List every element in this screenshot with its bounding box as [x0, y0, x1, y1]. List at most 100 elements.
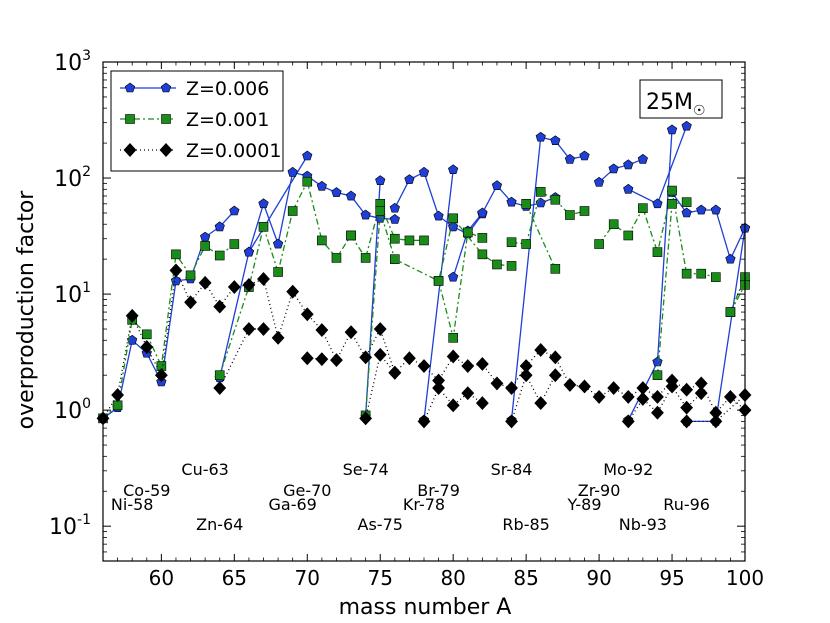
data-point — [331, 253, 342, 263]
data-point — [448, 164, 459, 174]
data-point — [521, 239, 531, 249]
series-line — [102, 243, 235, 419]
element-label: Zn-64 — [196, 515, 243, 534]
data-point — [506, 196, 517, 207]
data-point — [550, 194, 561, 205]
data-point — [475, 396, 489, 411]
data-point — [287, 206, 298, 216]
data-point — [519, 368, 533, 383]
data-point — [637, 153, 648, 164]
data-point — [505, 414, 518, 429]
data-point — [696, 268, 707, 279]
data-point — [652, 356, 663, 367]
data-point — [681, 120, 692, 131]
data-point — [534, 343, 548, 357]
data-point — [316, 180, 327, 191]
x-tick-label: 65 — [222, 566, 247, 590]
legend-entry: Z=0.006 — [120, 78, 269, 100]
data-point — [621, 414, 635, 429]
data-point — [725, 307, 736, 317]
data-point — [317, 235, 327, 246]
data-point — [141, 329, 152, 340]
data-point — [665, 379, 679, 394]
y-tick-label: 103 — [54, 48, 91, 76]
data-point — [257, 322, 270, 336]
x-tick-label: 60 — [149, 566, 174, 590]
data-point — [667, 198, 677, 209]
data-point — [373, 347, 387, 362]
y-tick-label: 100 — [54, 396, 91, 424]
data-point — [550, 264, 561, 274]
data-point — [666, 124, 678, 135]
data-point — [651, 405, 664, 420]
data-point — [214, 221, 225, 232]
data-point — [125, 308, 139, 323]
data-point — [359, 350, 373, 365]
data-point — [272, 238, 284, 249]
data-point — [710, 204, 721, 215]
element-label: Kr-78 — [403, 495, 445, 514]
data-point — [592, 389, 606, 404]
data-point — [680, 400, 694, 415]
data-layer — [96, 120, 752, 429]
data-point — [461, 359, 475, 373]
x-tick-label: 80 — [440, 566, 465, 590]
data-point — [112, 400, 123, 411]
data-point — [446, 398, 460, 413]
data-point — [227, 280, 241, 294]
data-point — [433, 276, 444, 286]
series-line — [510, 373, 556, 422]
data-point — [330, 353, 343, 368]
y-tick-label: 102 — [54, 164, 91, 192]
data-point — [448, 221, 459, 232]
data-point — [565, 210, 575, 220]
data-point — [433, 210, 444, 221]
data-point — [344, 325, 358, 340]
data-point — [403, 351, 416, 366]
series-line — [102, 210, 235, 419]
data-point — [300, 351, 314, 366]
data-point — [360, 253, 371, 263]
data-point — [477, 233, 488, 243]
series-line — [219, 179, 352, 376]
data-point — [417, 414, 431, 429]
element-label: As-75 — [358, 515, 403, 534]
data-point — [490, 376, 504, 391]
data-point — [638, 203, 648, 213]
element-label: Cu-63 — [181, 460, 228, 479]
data-point — [623, 183, 634, 194]
data-point — [388, 365, 402, 380]
series-line — [350, 201, 424, 260]
data-point — [579, 206, 590, 216]
data-point — [608, 163, 619, 174]
series-line — [423, 169, 454, 421]
data-point — [331, 187, 342, 197]
data-point — [448, 213, 458, 224]
data-point — [725, 253, 736, 264]
data-point — [505, 381, 518, 395]
data-point — [213, 381, 227, 395]
legend-marker — [160, 82, 172, 93]
data-point — [477, 249, 488, 260]
data-point — [404, 235, 415, 246]
mass-label-text: 25M☉ — [646, 90, 706, 119]
sun-symbol: ☉ — [693, 103, 706, 119]
data-point — [621, 389, 635, 404]
data-point — [360, 209, 371, 220]
series-z-0-006 — [97, 120, 751, 426]
data-point — [302, 176, 313, 187]
data-point — [359, 411, 373, 426]
legend-marker — [161, 114, 171, 124]
data-point — [462, 227, 473, 238]
data-point — [578, 379, 591, 394]
legend-label: Z=0.0001 — [186, 140, 281, 162]
element-label: Zr-90 — [578, 481, 621, 500]
data-point — [594, 239, 604, 249]
legend-marker — [124, 82, 136, 93]
data-point — [345, 190, 357, 201]
element-label: Ge-70 — [283, 481, 331, 500]
data-point — [419, 235, 429, 246]
data-point — [390, 254, 400, 264]
data-point — [229, 205, 240, 216]
